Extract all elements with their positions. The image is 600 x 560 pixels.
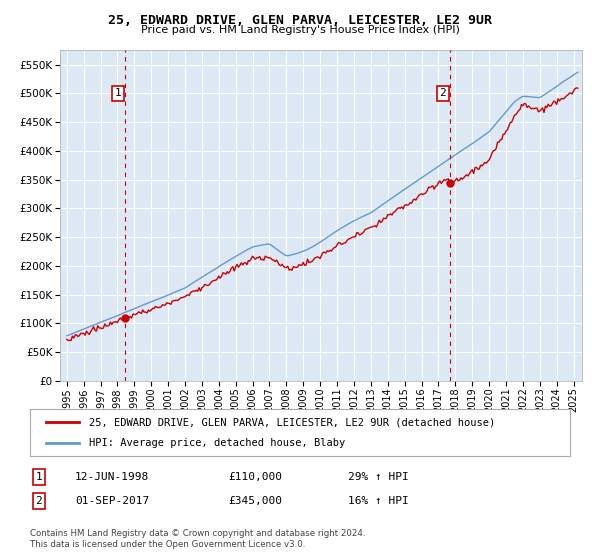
Text: £110,000: £110,000 xyxy=(228,472,282,482)
Text: 01-SEP-2017: 01-SEP-2017 xyxy=(75,496,149,506)
Text: HPI: Average price, detached house, Blaby: HPI: Average price, detached house, Blab… xyxy=(89,438,346,448)
Text: 1: 1 xyxy=(35,472,43,482)
Text: 2: 2 xyxy=(35,496,43,506)
Text: £345,000: £345,000 xyxy=(228,496,282,506)
Text: 16% ↑ HPI: 16% ↑ HPI xyxy=(348,496,409,506)
Text: 12-JUN-1998: 12-JUN-1998 xyxy=(75,472,149,482)
Text: 2: 2 xyxy=(440,88,446,99)
Text: 1: 1 xyxy=(115,88,122,99)
Text: 29% ↑ HPI: 29% ↑ HPI xyxy=(348,472,409,482)
Text: 25, EDWARD DRIVE, GLEN PARVA, LEICESTER, LE2 9UR: 25, EDWARD DRIVE, GLEN PARVA, LEICESTER,… xyxy=(108,14,492,27)
Text: Price paid vs. HM Land Registry's House Price Index (HPI): Price paid vs. HM Land Registry's House … xyxy=(140,25,460,35)
Text: Contains HM Land Registry data © Crown copyright and database right 2024.
This d: Contains HM Land Registry data © Crown c… xyxy=(30,529,365,549)
Text: 25, EDWARD DRIVE, GLEN PARVA, LEICESTER, LE2 9UR (detached house): 25, EDWARD DRIVE, GLEN PARVA, LEICESTER,… xyxy=(89,417,496,427)
